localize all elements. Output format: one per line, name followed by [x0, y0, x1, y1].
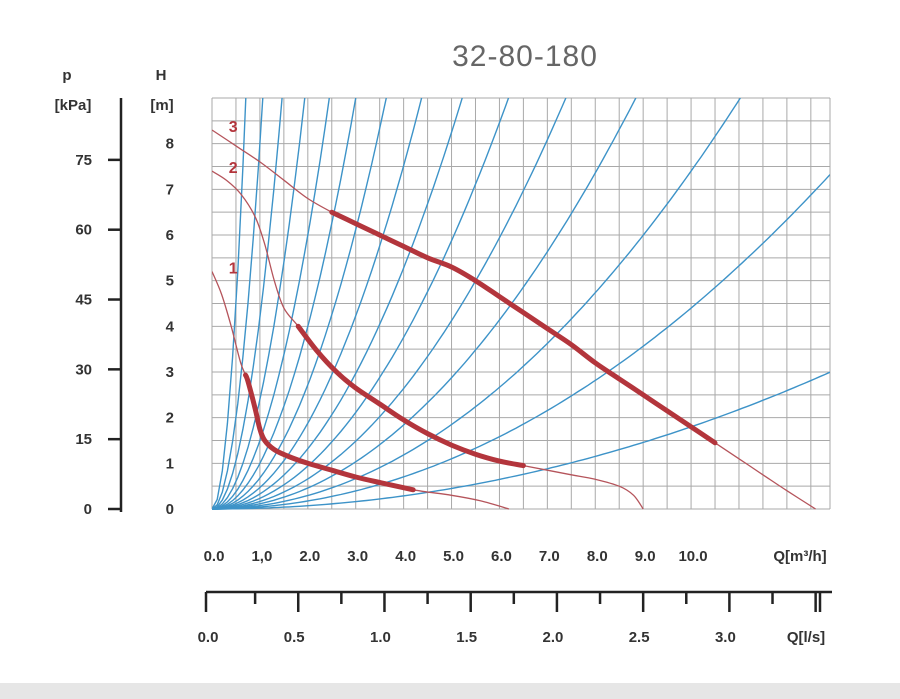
pump-curve-label-1: 1 — [229, 261, 238, 278]
pressure-axis-ticks: 0 15 30 45 60 75 — [75, 152, 121, 518]
flow-ls-tick-label: 0.0 — [198, 629, 219, 646]
pressure-axis-unit: [kPa] — [55, 97, 92, 114]
flow-ls-tick-label: 1.0 — [370, 629, 391, 646]
flow-ls-axis-title: Q[l/s] — [787, 629, 825, 646]
head-axis-unit: [m] — [150, 97, 173, 114]
pump-curve-2-operating-range — [295, 323, 526, 469]
flow-ls-tick-label: 0.5 — [284, 629, 305, 646]
flow-m3h-tick-label: 4.0 — [395, 548, 416, 565]
flow-ls-axis-ticks: 0.0 0.5 1.0 1.5 2.0 2.5 3.0 — [198, 592, 822, 646]
flow-m3h-tick-label: 9.0 — [635, 548, 656, 565]
pump-curve-label-2: 2 — [229, 160, 238, 177]
pump-curve-1-operating-range — [243, 372, 416, 493]
system-curve-line — [212, 98, 357, 510]
system-curves — [212, 98, 830, 510]
pressure-tick-label: 75 — [75, 152, 92, 169]
head-tick-label: 1 — [166, 455, 174, 472]
head-tick-label: 6 — [166, 227, 174, 244]
system-curve-line — [212, 98, 330, 510]
pump-curve-3 — [212, 129, 816, 510]
system-curve-line — [212, 98, 463, 510]
pressure-tick-label: 15 — [75, 431, 92, 448]
pump-curves — [212, 129, 816, 510]
pressure-tick-label: 0 — [84, 501, 92, 518]
head-tick-label: 7 — [166, 181, 174, 198]
head-tick-label: 5 — [166, 273, 174, 290]
chart-title: 32-80-180 — [452, 40, 598, 73]
system-curve-line — [212, 98, 283, 510]
flow-m3h-tick-label: 0.0 — [204, 548, 225, 565]
bottom-strip — [0, 683, 900, 699]
flow-m3h-tick-label: 7.0 — [539, 548, 560, 565]
flow-ls-tick-label: 2.0 — [543, 629, 564, 646]
system-curve-line — [212, 98, 423, 510]
pressure-tick-label: 45 — [75, 292, 92, 309]
flow-m3h-axis-title: Q[m³/h] — [773, 548, 826, 565]
pump-curve-3-operating-range — [329, 209, 718, 446]
system-curve-line — [212, 371, 830, 510]
head-tick-label: 8 — [166, 136, 174, 153]
flow-m3h-tick-label: 5.0 — [443, 548, 464, 565]
plot-grid — [211, 97, 831, 510]
head-tick-label: 0 — [166, 501, 174, 518]
flow-m3h-tick-label: 2.0 — [299, 548, 320, 565]
head-tick-label: 2 — [166, 410, 174, 427]
head-axis-ticks: 0 1 2 3 4 5 6 7 8 — [166, 136, 175, 518]
system-curve-line — [212, 98, 567, 510]
system-curve-line — [212, 98, 247, 510]
system-curve-line — [212, 174, 830, 510]
head-tick-label: 4 — [166, 318, 175, 335]
system-curve-line — [212, 98, 742, 510]
flow-m3h-tick-label: 10.0 — [678, 548, 707, 565]
system-curve-line — [212, 98, 637, 510]
flow-m3h-tick-label: 3.0 — [347, 548, 368, 565]
pump-curve-label-3: 3 — [229, 119, 238, 136]
flow-m3h-tick-label: 6.0 — [491, 548, 512, 565]
flow-m3h-tick-label: 1,0 — [251, 548, 272, 565]
flow-ls-tick-label: 2.5 — [629, 629, 650, 646]
pressure-tick-label: 30 — [75, 361, 92, 378]
head-tick-label: 3 — [166, 364, 174, 381]
pressure-tick-label: 60 — [75, 222, 92, 239]
system-curve-line — [212, 98, 264, 510]
system-curve-line — [212, 98, 387, 510]
flow-m3h-axis-ticks: 0.0 1,0 2.0 3.0 4.0 5.0 6.0 7.0 8.0 9.0 10.0 — [204, 548, 708, 565]
flow-ls-tick-label: 1.5 — [456, 629, 477, 646]
head-axis-title: H — [156, 67, 167, 84]
flow-m3h-tick-label: 8.0 — [587, 548, 608, 565]
system-curve-line — [212, 98, 306, 510]
flow-ls-tick-label: 3.0 — [715, 629, 736, 646]
pressure-axis-title: p — [62, 67, 71, 84]
